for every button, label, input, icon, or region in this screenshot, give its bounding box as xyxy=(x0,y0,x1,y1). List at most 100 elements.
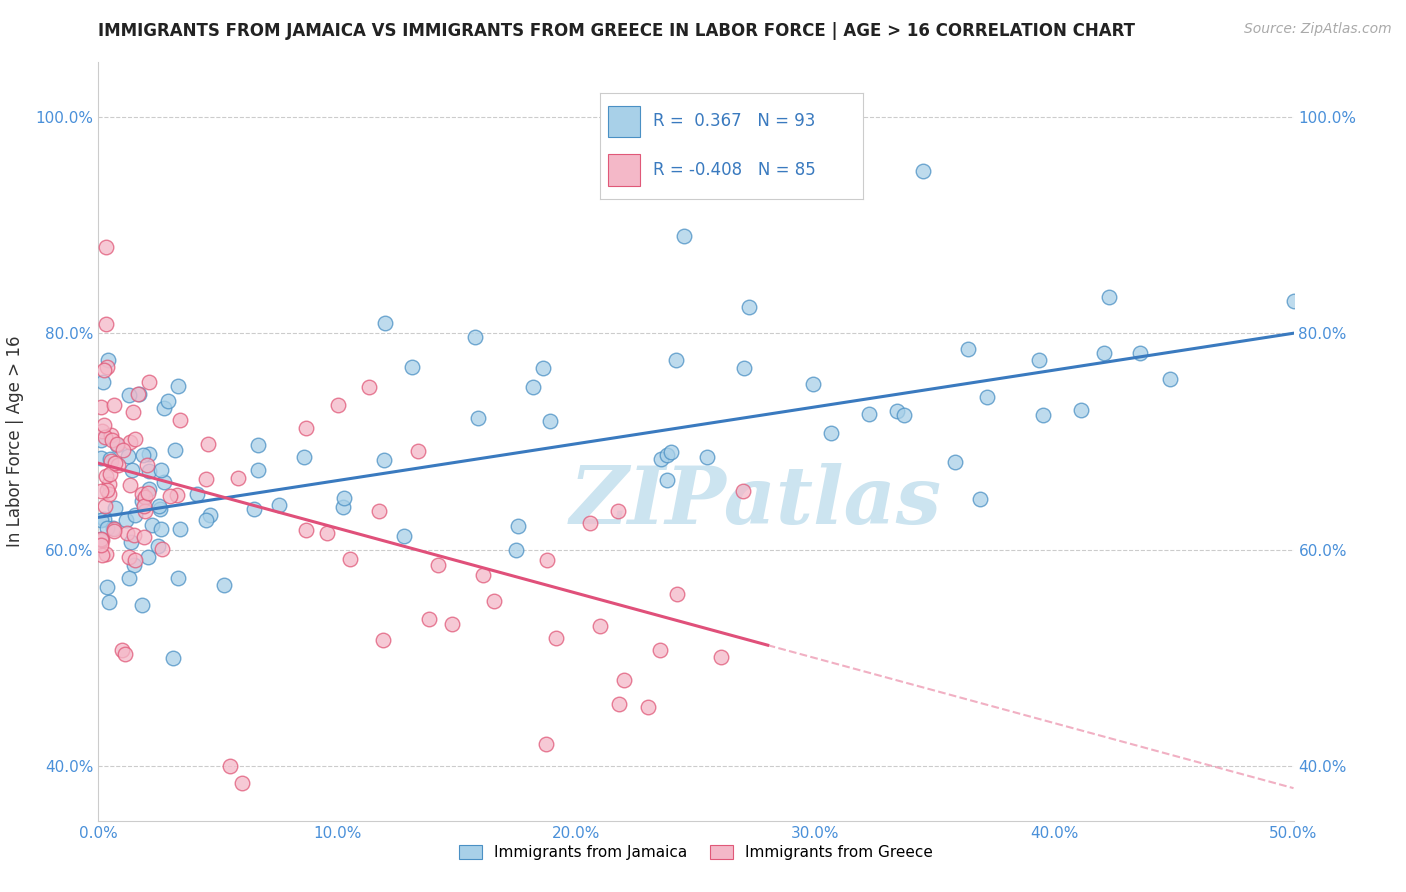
Point xyxy=(531,360,554,375)
Point xyxy=(127,386,149,401)
Point xyxy=(111,642,134,657)
Point xyxy=(118,478,141,492)
Point xyxy=(371,632,394,647)
Point xyxy=(657,474,679,488)
Point xyxy=(131,494,153,508)
Point xyxy=(91,376,114,390)
Point xyxy=(588,619,610,633)
Point xyxy=(339,552,361,566)
Point xyxy=(148,500,170,514)
Point xyxy=(214,578,236,592)
Point xyxy=(90,433,112,447)
Point xyxy=(957,342,980,356)
Point xyxy=(738,300,761,314)
Point xyxy=(1282,293,1305,308)
Point xyxy=(111,442,134,457)
Point xyxy=(153,475,176,490)
Point xyxy=(97,477,120,491)
Point xyxy=(118,435,141,450)
Legend: Immigrants from Jamaica, Immigrants from Greece: Immigrants from Jamaica, Immigrants from… xyxy=(453,838,939,866)
Point xyxy=(536,553,558,567)
Point xyxy=(98,595,121,609)
Point xyxy=(97,353,120,368)
Point xyxy=(1094,346,1116,360)
Point xyxy=(326,398,349,412)
Point xyxy=(195,472,218,486)
Point xyxy=(247,462,270,476)
Point xyxy=(120,535,142,549)
Point xyxy=(121,463,143,477)
Point xyxy=(166,571,188,585)
Point xyxy=(122,405,145,419)
Point xyxy=(93,417,115,432)
Point xyxy=(91,425,114,439)
Point xyxy=(136,458,159,472)
Point xyxy=(101,433,124,447)
Point xyxy=(534,738,557,752)
Point xyxy=(114,648,136,662)
Point xyxy=(467,411,489,425)
Point xyxy=(90,538,112,552)
Point xyxy=(90,548,112,562)
Point xyxy=(579,516,602,531)
Point xyxy=(118,549,141,564)
Point xyxy=(131,598,153,612)
Point xyxy=(115,513,138,527)
Point xyxy=(195,513,218,527)
Point xyxy=(607,697,630,711)
Point xyxy=(506,519,529,533)
Point xyxy=(650,452,672,467)
Point xyxy=(96,483,118,498)
Point xyxy=(666,587,689,601)
Point xyxy=(93,512,115,526)
Point xyxy=(104,457,127,471)
Point xyxy=(128,387,150,401)
Point xyxy=(665,352,688,367)
Point xyxy=(124,508,146,522)
Point xyxy=(132,448,155,462)
Point xyxy=(122,528,145,542)
Point xyxy=(1028,352,1050,367)
Point xyxy=(152,542,174,557)
Point xyxy=(426,558,449,572)
Point xyxy=(94,317,117,331)
Point xyxy=(153,401,176,416)
Point xyxy=(136,549,159,564)
Point xyxy=(93,363,115,377)
Point xyxy=(332,491,354,506)
Point xyxy=(166,379,188,393)
Point xyxy=(141,517,163,532)
Point xyxy=(98,451,121,466)
Point xyxy=(90,532,112,546)
Point xyxy=(538,414,561,428)
Point xyxy=(613,673,636,687)
Point xyxy=(659,445,682,459)
Point xyxy=(94,499,117,513)
Point xyxy=(893,409,915,423)
Point xyxy=(157,394,180,409)
Point xyxy=(710,649,733,664)
Point xyxy=(1097,290,1119,304)
Y-axis label: In Labor Force | Age > 16: In Labor Force | Age > 16 xyxy=(7,335,24,548)
Point xyxy=(115,526,138,541)
Point xyxy=(976,390,998,404)
Point xyxy=(1129,346,1152,360)
Point xyxy=(200,508,222,522)
Point xyxy=(101,521,124,535)
Point xyxy=(472,568,495,582)
Point xyxy=(165,443,187,458)
Point xyxy=(138,464,160,478)
Point xyxy=(228,471,250,485)
Text: IMMIGRANTS FROM JAMAICA VS IMMIGRANTS FROM GREECE IN LABOR FORCE | AGE > 16 CORR: IMMIGRANTS FROM JAMAICA VS IMMIGRANTS FR… xyxy=(98,22,1136,40)
Point xyxy=(696,450,718,464)
Point xyxy=(124,553,146,567)
Point xyxy=(332,500,354,514)
Point xyxy=(138,446,160,460)
Point xyxy=(231,776,253,790)
Point xyxy=(162,651,184,665)
Point xyxy=(169,413,191,427)
Point xyxy=(650,642,672,657)
Point xyxy=(149,522,172,536)
Point xyxy=(98,487,121,501)
Point xyxy=(406,443,429,458)
